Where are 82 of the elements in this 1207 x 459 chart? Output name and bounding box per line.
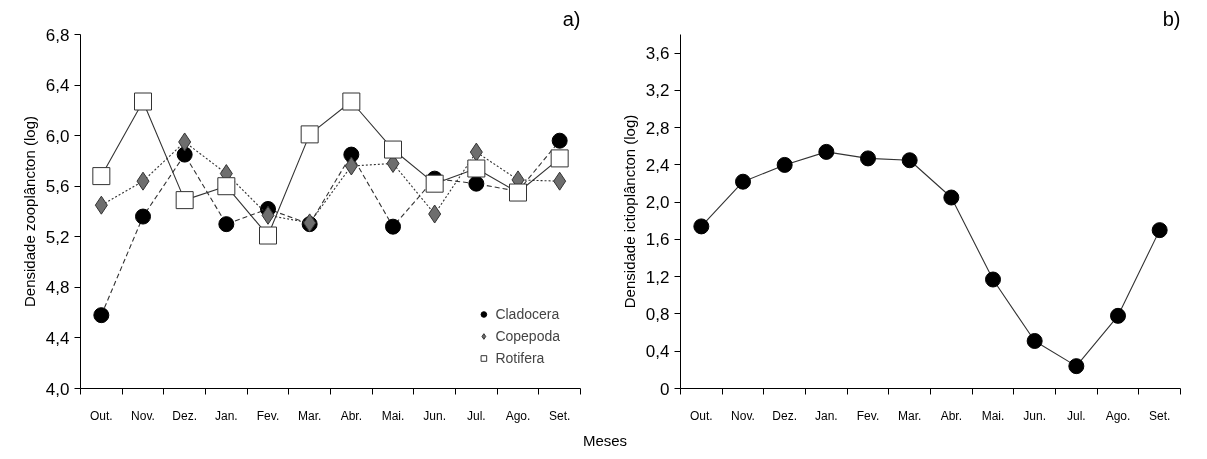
point bbox=[300, 125, 319, 144]
x-tick-label: Out. bbox=[90, 408, 113, 423]
point bbox=[385, 218, 401, 235]
x-tick-label: Jun. bbox=[423, 408, 447, 423]
x-axis-title: Meses bbox=[582, 431, 628, 451]
x-tick-label: Jan. bbox=[214, 408, 238, 423]
x-tick-label: Jul. bbox=[467, 408, 486, 423]
y-tick-label: 2,0 bbox=[645, 193, 670, 213]
x-tick-label: Mar. bbox=[898, 408, 922, 423]
x-tick-label: Jun. bbox=[1023, 408, 1047, 423]
y-tick-label: 1,6 bbox=[645, 230, 670, 250]
point bbox=[218, 216, 235, 233]
x-tick-label: Ago. bbox=[1105, 408, 1131, 423]
x-tick-label: Dez. bbox=[772, 408, 798, 423]
point bbox=[425, 174, 444, 193]
point bbox=[943, 189, 960, 206]
point bbox=[901, 152, 918, 169]
point bbox=[261, 205, 275, 225]
y-tick-label: 3,2 bbox=[645, 81, 670, 101]
point bbox=[1151, 222, 1168, 239]
y-tick-label: 4,0 bbox=[45, 379, 70, 399]
point bbox=[135, 208, 151, 225]
x-tick-label: Set. bbox=[548, 408, 571, 423]
y-tick-label: 3,6 bbox=[645, 44, 670, 64]
point bbox=[136, 171, 150, 191]
y-tick-label: 5,2 bbox=[45, 227, 70, 247]
chart-title: b) bbox=[1162, 7, 1181, 30]
x-tick-label: Abr. bbox=[340, 408, 363, 423]
y-axis-title: Densidade zooplâncton (log) bbox=[20, 116, 38, 307]
point bbox=[93, 307, 110, 324]
point bbox=[344, 156, 358, 176]
y-tick-label: 4,8 bbox=[45, 278, 70, 298]
x-tick-label: Ago. bbox=[505, 408, 531, 423]
x-tick-label: Fev. bbox=[256, 408, 280, 423]
legend-label: Copepoda bbox=[495, 328, 560, 344]
y-tick-label: 6,0 bbox=[45, 126, 70, 146]
point bbox=[985, 271, 1001, 288]
point bbox=[176, 146, 193, 163]
y-tick-label: 1,2 bbox=[645, 267, 670, 287]
point bbox=[94, 195, 108, 215]
y-tick-label: 4,4 bbox=[45, 328, 70, 348]
point bbox=[735, 173, 751, 190]
y-tick-label: 0 bbox=[660, 379, 670, 399]
x-tick-label: Abr. bbox=[940, 408, 963, 423]
x-tick-label: Fev. bbox=[856, 408, 880, 423]
y-tick-label: 2,4 bbox=[645, 155, 670, 175]
legend-label: Rotifera bbox=[495, 350, 545, 366]
x-tick-label: Mai. bbox=[381, 408, 405, 423]
x-tick-label: Nov. bbox=[131, 408, 155, 423]
y-tick-label: 6,8 bbox=[45, 25, 70, 45]
x-tick-label: Mar. bbox=[298, 408, 322, 423]
chart-title: a) bbox=[562, 7, 581, 30]
x-tick-label: Set. bbox=[1148, 408, 1171, 423]
x-tick-label: Jan. bbox=[814, 408, 838, 423]
y-tick-label: 6,4 bbox=[45, 76, 70, 96]
x-tick-label: Nov. bbox=[731, 408, 755, 423]
point bbox=[468, 175, 485, 192]
point bbox=[467, 159, 486, 178]
y-tick-label: 0,4 bbox=[645, 342, 670, 362]
x-tick-label: Dez. bbox=[172, 408, 198, 423]
x-tick-label: Mai. bbox=[981, 408, 1005, 423]
x-tick-label: Out. bbox=[690, 408, 713, 423]
point bbox=[217, 177, 236, 196]
y-tick-label: 5,6 bbox=[45, 177, 70, 197]
y-tick-label: 0,8 bbox=[645, 304, 670, 324]
point bbox=[1068, 358, 1085, 375]
point bbox=[1026, 333, 1043, 349]
point bbox=[178, 132, 192, 152]
y-axis-title: Densidade ictioplâncton (log) bbox=[620, 114, 638, 309]
point bbox=[1110, 307, 1126, 324]
point bbox=[818, 143, 835, 160]
point bbox=[428, 204, 442, 224]
point bbox=[342, 92, 361, 111]
legend-label: Cladocera bbox=[495, 306, 560, 322]
point bbox=[551, 132, 568, 149]
y-tick-label: 2,8 bbox=[645, 118, 670, 138]
point bbox=[776, 156, 793, 173]
point bbox=[860, 150, 876, 167]
x-tick-label: Jul. bbox=[1067, 408, 1086, 423]
point bbox=[693, 218, 710, 235]
point bbox=[553, 171, 567, 191]
point bbox=[469, 142, 483, 162]
